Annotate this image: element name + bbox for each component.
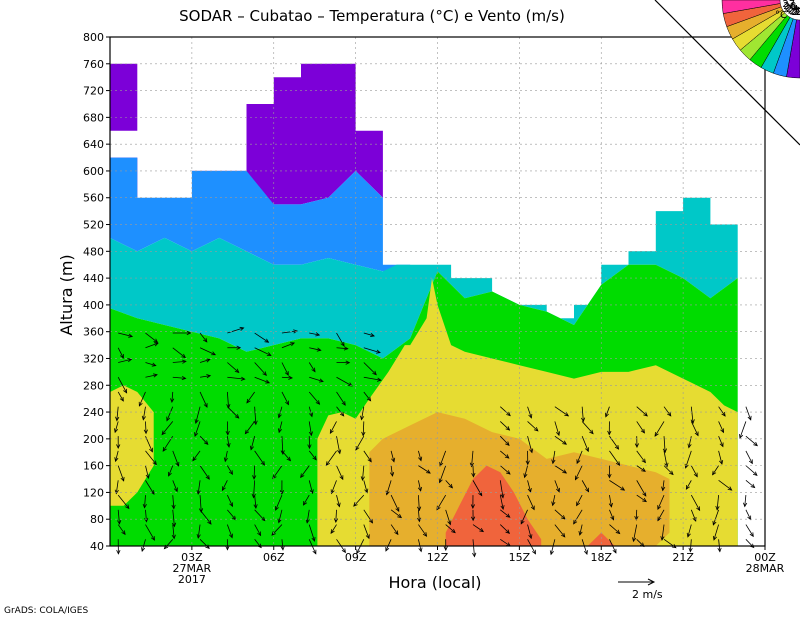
y-tick-label: 640: [83, 138, 104, 151]
wind-arrow: [746, 466, 757, 476]
y-tick-label: 360: [83, 326, 104, 339]
wind-arrow: [746, 436, 757, 446]
wind-arrow: [746, 510, 751, 520]
chart-title: SODAR – Cubatao – Temperatura (°C) e Ven…: [179, 7, 565, 25]
colorbar-unit: °C: [775, 10, 787, 21]
x-tick-label: 15Z: [509, 551, 531, 564]
x-tick-label: 09Z: [345, 551, 367, 564]
x-axis-label: Hora (local): [388, 573, 481, 592]
y-tick-label: 680: [83, 111, 104, 124]
y-tick-label: 520: [83, 219, 104, 232]
colorbar-label: 27: [782, 0, 795, 10]
y-tick-label: 240: [83, 406, 104, 419]
wind-arrow: [746, 480, 755, 487]
temperature-contour-fills: [110, 64, 738, 546]
wind-arrow: [746, 451, 752, 464]
y-tick-label: 280: [83, 379, 104, 392]
y-axis-label: Altura (m): [57, 254, 76, 335]
y-tick-label: 720: [83, 85, 104, 98]
wind-arrow: [740, 421, 746, 438]
y-tick-label: 120: [83, 486, 104, 499]
x-tick-sublabel: 28MAR: [746, 562, 785, 575]
y-axis-ticks: 40 80 120 160 200 240 280 320 360 400 440 480 520 560…: [83, 31, 110, 553]
x-tick-label: 06Z: [263, 551, 285, 564]
wind-arrow: [743, 495, 746, 506]
y-tick-label: 600: [83, 165, 104, 178]
x-tick-label: 12Z: [427, 551, 449, 564]
y-tick-label: 440: [83, 272, 104, 285]
wind-scale-legend: 2 m/s: [618, 579, 663, 601]
y-tick-label: 80: [90, 513, 104, 526]
y-tick-label: 320: [83, 352, 104, 365]
wind-scale-label: 2 m/s: [632, 588, 663, 601]
wind-arrow: [746, 525, 753, 537]
y-tick-label: 480: [83, 245, 104, 258]
y-tick-label: 400: [83, 299, 104, 312]
wind-arrow: [746, 407, 751, 420]
y-tick-label: 560: [83, 192, 104, 205]
y-tick-label: 800: [83, 31, 104, 44]
y-tick-label: 40: [90, 540, 104, 553]
y-tick-label: 760: [83, 58, 104, 71]
y-tick-label: 160: [83, 460, 104, 473]
grads-footer: GrADS: COLA/IGES: [4, 606, 88, 616]
x-tick-label: 21Z: [672, 551, 694, 564]
y-tick-label: 200: [83, 433, 104, 446]
x-tick-sublabel: 2017: [178, 573, 206, 586]
temperature-colorbar: 2021222324252627°C: [655, 0, 800, 145]
x-tick-label: 18Z: [590, 551, 612, 564]
